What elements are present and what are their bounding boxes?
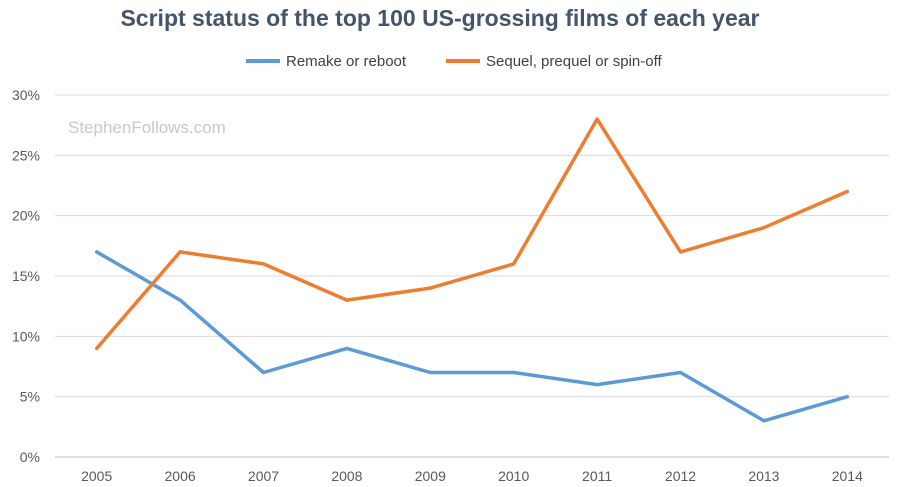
- data-point-0-2013: [762, 419, 766, 423]
- data-point-1-2006: [178, 250, 182, 254]
- data-point-0-2014: [845, 395, 849, 399]
- y-tick-label-10: 10%: [12, 328, 40, 344]
- series-lines: [94, 117, 850, 423]
- x-tick-label-2006: 2006: [165, 468, 196, 484]
- data-point-0-2007: [261, 370, 266, 375]
- y-tick-label-25: 25%: [12, 147, 40, 163]
- x-axis-ticks: 2005 2006 2007 2008 2009 2010 2011 2012 2013 2014: [81, 468, 863, 484]
- y-tick-label-30: 30%: [12, 87, 40, 103]
- data-point-1-2014: [845, 189, 849, 194]
- data-point-0-2012: [678, 370, 683, 375]
- data-point-1-2009: [428, 286, 432, 290]
- data-point-1-2005: [95, 346, 99, 350]
- series-line-0: [94, 250, 850, 423]
- chart-title: Script status of the top 100 US-grossing…: [120, 5, 759, 31]
- x-tick-label-2013: 2013: [748, 468, 779, 484]
- data-point-1-2012: [678, 250, 683, 254]
- data-point-1-2010: [512, 262, 516, 266]
- data-point-0-2006: [178, 298, 182, 302]
- legend-label-sequel: Sequel, prequel or spin-off: [486, 53, 663, 70]
- x-tick-label-2014: 2014: [832, 468, 863, 484]
- data-point-0-2010: [512, 370, 516, 375]
- x-tick-label-2008: 2008: [331, 468, 362, 484]
- data-point-0-2011: [595, 383, 599, 387]
- data-point-0-2005: [95, 250, 99, 254]
- series-line-1: [94, 117, 850, 351]
- data-point-1-2013: [762, 226, 766, 230]
- x-tick-label-2005: 2005: [81, 468, 112, 484]
- legend: Remake or reboot Sequel, prequel or spin…: [246, 53, 663, 70]
- x-tick-label-2011: 2011: [582, 468, 612, 484]
- y-tick-label-20: 20%: [12, 208, 40, 224]
- data-point-1-2008: [345, 298, 349, 302]
- y-tick-label-5: 5%: [20, 389, 40, 405]
- y-tick-label-15: 15%: [12, 268, 40, 284]
- x-tick-label-2007: 2007: [248, 468, 279, 484]
- data-point-1-2007: [261, 262, 266, 266]
- x-tick-label-2010: 2010: [498, 468, 529, 484]
- data-point-0-2009: [428, 370, 432, 375]
- legend-label-remake: Remake or reboot: [286, 53, 407, 70]
- y-tick-label-0: 0%: [20, 449, 40, 465]
- data-point-1-2011: [595, 117, 599, 121]
- y-axis-ticks: 0% 5% 10% 15% 20% 25% 30%: [12, 87, 40, 465]
- x-tick-label-2012: 2012: [665, 468, 696, 484]
- data-point-0-2008: [345, 346, 349, 350]
- x-tick-label-2009: 2009: [415, 468, 446, 484]
- watermark-text: StephenFollows.com: [68, 118, 226, 137]
